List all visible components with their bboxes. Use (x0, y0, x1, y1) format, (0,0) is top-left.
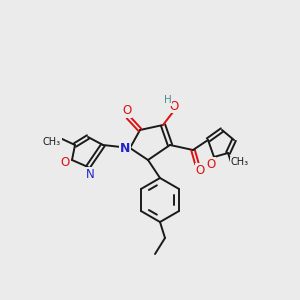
Text: O: O (60, 155, 70, 169)
Text: O: O (169, 100, 178, 112)
Text: CH₃: CH₃ (231, 157, 249, 167)
Text: O: O (195, 164, 205, 176)
Text: N: N (120, 142, 130, 154)
Text: H: H (164, 95, 172, 105)
Text: O: O (206, 158, 216, 170)
Text: O: O (122, 104, 132, 118)
Text: CH₃: CH₃ (43, 137, 61, 147)
Text: N: N (85, 167, 94, 181)
